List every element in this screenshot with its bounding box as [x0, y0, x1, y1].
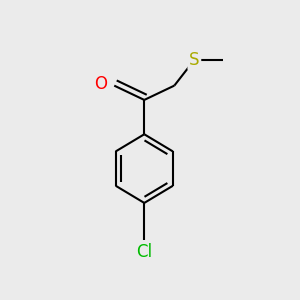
Text: O: O	[94, 75, 107, 93]
Text: S: S	[189, 51, 200, 69]
Text: Cl: Cl	[136, 243, 152, 261]
